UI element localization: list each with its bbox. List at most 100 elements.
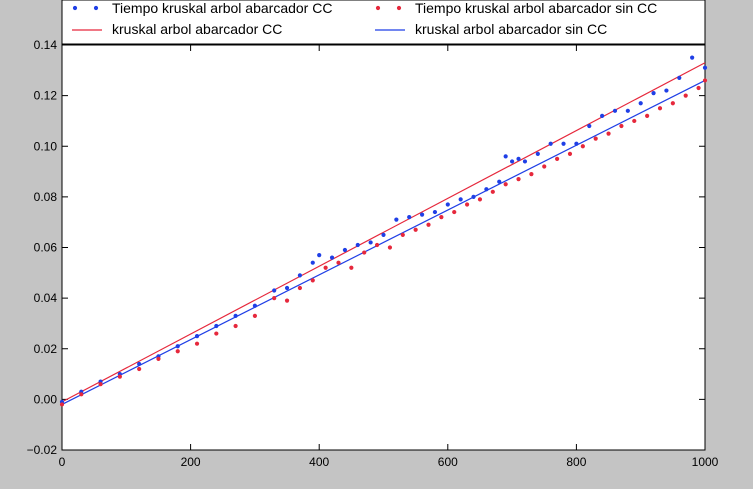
series-0-point (690, 55, 695, 60)
series-1-point (683, 93, 688, 98)
series-1-point (702, 78, 708, 83)
series-1-point (362, 250, 367, 255)
series-1-point (284, 298, 290, 303)
series-0-point (638, 101, 643, 106)
series-0-point (503, 154, 508, 159)
series-0-point (522, 159, 528, 164)
series-0-point (394, 217, 399, 222)
series-1-point (252, 313, 257, 318)
y-tick-label: 0.12 (34, 89, 58, 103)
series-0-point (284, 285, 290, 291)
x-tick-label: 0 (59, 455, 66, 469)
series-line-2 (61, 62, 706, 403)
series-0-point (355, 242, 360, 248)
series-0-point (561, 141, 566, 146)
x-tick-label: 200 (181, 455, 201, 469)
series-1-point (593, 136, 598, 141)
series-1-point (503, 182, 508, 187)
legend-label: kruskal arbol abarcador CC (112, 21, 282, 37)
data-points (59, 55, 708, 407)
series-0-point (574, 141, 579, 146)
series-0-point (516, 156, 521, 162)
series-1-point (567, 151, 573, 156)
legend-box (61, 0, 706, 45)
series-0-point (310, 260, 315, 265)
series-1-point (439, 215, 444, 220)
y-tick-label: 0.02 (34, 342, 58, 356)
series-0-point (535, 151, 540, 156)
series-0-point (471, 194, 476, 199)
series-1-point (580, 144, 585, 149)
series-1-point (272, 296, 277, 301)
series-0-point (381, 232, 386, 237)
series-0-point (702, 65, 708, 70)
series-1-point (464, 202, 470, 207)
series-0-point (329, 255, 335, 260)
series-1-point (452, 209, 457, 215)
series-1-point (619, 123, 624, 129)
y-tick-label: 0.06 (34, 241, 58, 255)
series-1-point (516, 177, 521, 182)
x-tick-label: 800 (566, 455, 586, 469)
series-0-point (600, 113, 605, 118)
series-0-point (548, 141, 553, 146)
series-1-point (310, 278, 315, 283)
series-0-point (233, 313, 238, 318)
y-tick-label: 0.14 (34, 38, 58, 52)
legend-point-swatch (375, 5, 381, 11)
x-tick-label: 1000 (692, 455, 719, 469)
series-0-point (252, 303, 257, 308)
plot-area (61, 44, 706, 451)
series-0-point (272, 288, 277, 293)
x-tick-label: 600 (438, 455, 458, 469)
series-1-point (490, 189, 495, 194)
series-0-point (677, 75, 682, 81)
series-0-point (484, 187, 489, 192)
series-1-point (426, 222, 431, 227)
legend-label: Tiempo kruskal arbol abarcador CC (112, 0, 332, 16)
y-tick-label: −0.02 (27, 443, 58, 457)
y-tick-label: 0.04 (34, 291, 58, 305)
series-1-point (529, 171, 534, 177)
y-tick-label: 0.00 (34, 392, 58, 406)
series-1-point (696, 85, 701, 91)
series-0-point (612, 108, 618, 113)
series-0-point (432, 209, 438, 215)
series-1-point (606, 131, 611, 136)
series-0-point (317, 252, 322, 258)
series-0-point (458, 197, 463, 202)
legend-point-swatch (93, 5, 99, 11)
y-tick-label: 0.08 (34, 190, 58, 204)
legend: Tiempo kruskal arbol abarcador CC Tiempo … (61, 0, 706, 45)
series-1-point (297, 285, 303, 291)
series-1-point (98, 382, 103, 387)
series-0-point (445, 202, 450, 207)
series-1-point (194, 341, 200, 346)
series-1-point (336, 260, 341, 265)
legend-label: kruskal arbol abarcador sin CC (415, 21, 607, 37)
series-1-point (645, 113, 650, 118)
series-0-point (214, 323, 219, 329)
series-1-point (657, 106, 663, 111)
series-0-point (407, 215, 412, 220)
series-0-point (664, 88, 669, 93)
series-0-point (175, 344, 180, 349)
series-1-point (632, 118, 637, 124)
series-1-point (79, 392, 84, 397)
series-1-point (156, 356, 161, 361)
series-1-point (670, 101, 675, 106)
series-0-point (297, 273, 303, 278)
series-0-point (497, 179, 502, 184)
series-1-point (59, 402, 65, 407)
legend-point-swatch (396, 5, 402, 11)
series-1-point (137, 366, 142, 372)
x-tick-label: 400 (309, 455, 329, 469)
series-0-point (419, 212, 425, 217)
axis-ticks: 0 200 400 600 800 1000 −0.02 0.00 0.02 0.04 0.06 0.… (27, 38, 719, 469)
series-1-point (323, 265, 328, 270)
series-1-point (374, 242, 380, 248)
series-1-point (349, 265, 354, 270)
series-0-point (651, 90, 656, 96)
series-1-point (214, 331, 219, 336)
